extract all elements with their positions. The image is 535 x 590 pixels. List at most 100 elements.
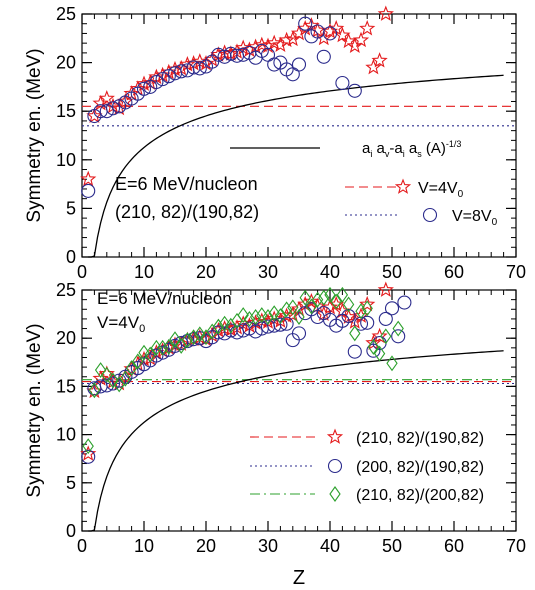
annotation-text: (210, 82)/(190,82) [115,202,259,222]
x-tick-label: 10 [134,536,154,556]
data-point [274,308,287,324]
x-tick-label: 70 [506,262,526,282]
data-point [161,69,176,84]
x-tick-label: 10 [134,262,154,282]
annotation-text: V=4V0 [97,313,145,335]
y-axis-label: Symmetry en. (MeV) [24,48,45,222]
data-point [107,372,119,389]
data-point [194,326,206,343]
data-point [278,307,295,323]
legend-label: (200, 82)/(190,82) [356,459,484,476]
data-point [377,281,394,297]
data-point [132,353,144,370]
data-point [346,37,363,53]
data-point [371,327,388,344]
data-point [98,365,115,381]
data-point [237,307,249,324]
data-point [167,338,183,353]
data-point [322,26,338,41]
y-tick-label: 25 [56,4,76,24]
x-tick-label: 70 [506,536,526,556]
data-point [163,338,175,355]
data-point [392,320,404,337]
data-point [138,344,150,361]
legend-marker [327,458,343,474]
data-point [273,317,288,332]
data-point [315,29,332,46]
y-tick-label: 15 [56,376,76,396]
y-tick-label: 10 [56,150,76,170]
data-point [335,75,350,91]
data-point [92,94,109,111]
model-curve [88,74,504,258]
legend-label: V=4V0 [418,180,464,200]
data-point [212,318,225,335]
y-tick-label: 0 [66,247,76,267]
annotation-text: E=6 MeV/nucleon [97,289,232,308]
data-point [181,332,194,349]
data-point [384,301,400,316]
data-point [278,31,295,48]
data-point [267,57,282,72]
data-point [88,382,101,399]
data-point [334,26,351,43]
data-point [355,303,367,320]
x-tick-label: 40 [320,536,340,556]
data-point [280,301,293,318]
data-point [305,298,318,315]
data-point [144,346,156,363]
data-point [82,438,94,455]
data-point [318,289,330,306]
data-point [377,5,394,21]
data-point [149,74,164,90]
x-tick-label: 30 [258,536,278,556]
x-axis-label: Z [293,567,305,589]
data-point [101,366,113,383]
legend-marker [422,207,438,223]
y-tick-label: 10 [56,425,76,445]
data-point [341,308,356,324]
data-point [359,20,376,36]
data-point [290,24,308,41]
data-point [272,36,289,53]
x-tick-label: 0 [77,262,87,282]
data-point [99,378,114,393]
data-point [293,309,305,325]
legend-label: (210, 82)/(200,82) [356,487,484,504]
data-point [316,49,331,64]
data-point [342,296,355,313]
data-point [268,305,280,322]
legend-marker [326,428,344,444]
data-point [324,286,336,303]
x-tick-label: 60 [444,536,464,556]
annotation-text: E=6 MeV/nucleon [115,174,258,194]
data-point [297,20,314,36]
data-point [169,331,181,348]
data-point [81,183,96,198]
data-point [98,90,115,106]
data-point [80,170,97,187]
data-point [99,104,114,119]
data-point [105,376,121,391]
data-point [353,316,369,331]
data-point [242,321,257,336]
y-tick-label: 20 [56,53,76,73]
data-point [243,310,256,327]
data-point [347,83,362,98]
data-point [360,315,375,330]
x-tick-label: 30 [258,262,278,282]
data-point [291,57,307,72]
data-point [192,61,207,76]
data-point [149,348,164,363]
curve-legend-label: ai av-ai as (A)-1/3 [362,139,461,159]
data-point [378,311,393,326]
y-tick-label: 5 [66,198,76,218]
data-point [80,445,97,461]
data-point [367,338,380,355]
legend-label: (210, 82)/(190,82) [356,430,484,447]
model-curve [88,350,504,532]
x-tick-label: 20 [196,536,216,556]
data-point [119,370,132,387]
y-tick-label: 0 [66,521,76,541]
